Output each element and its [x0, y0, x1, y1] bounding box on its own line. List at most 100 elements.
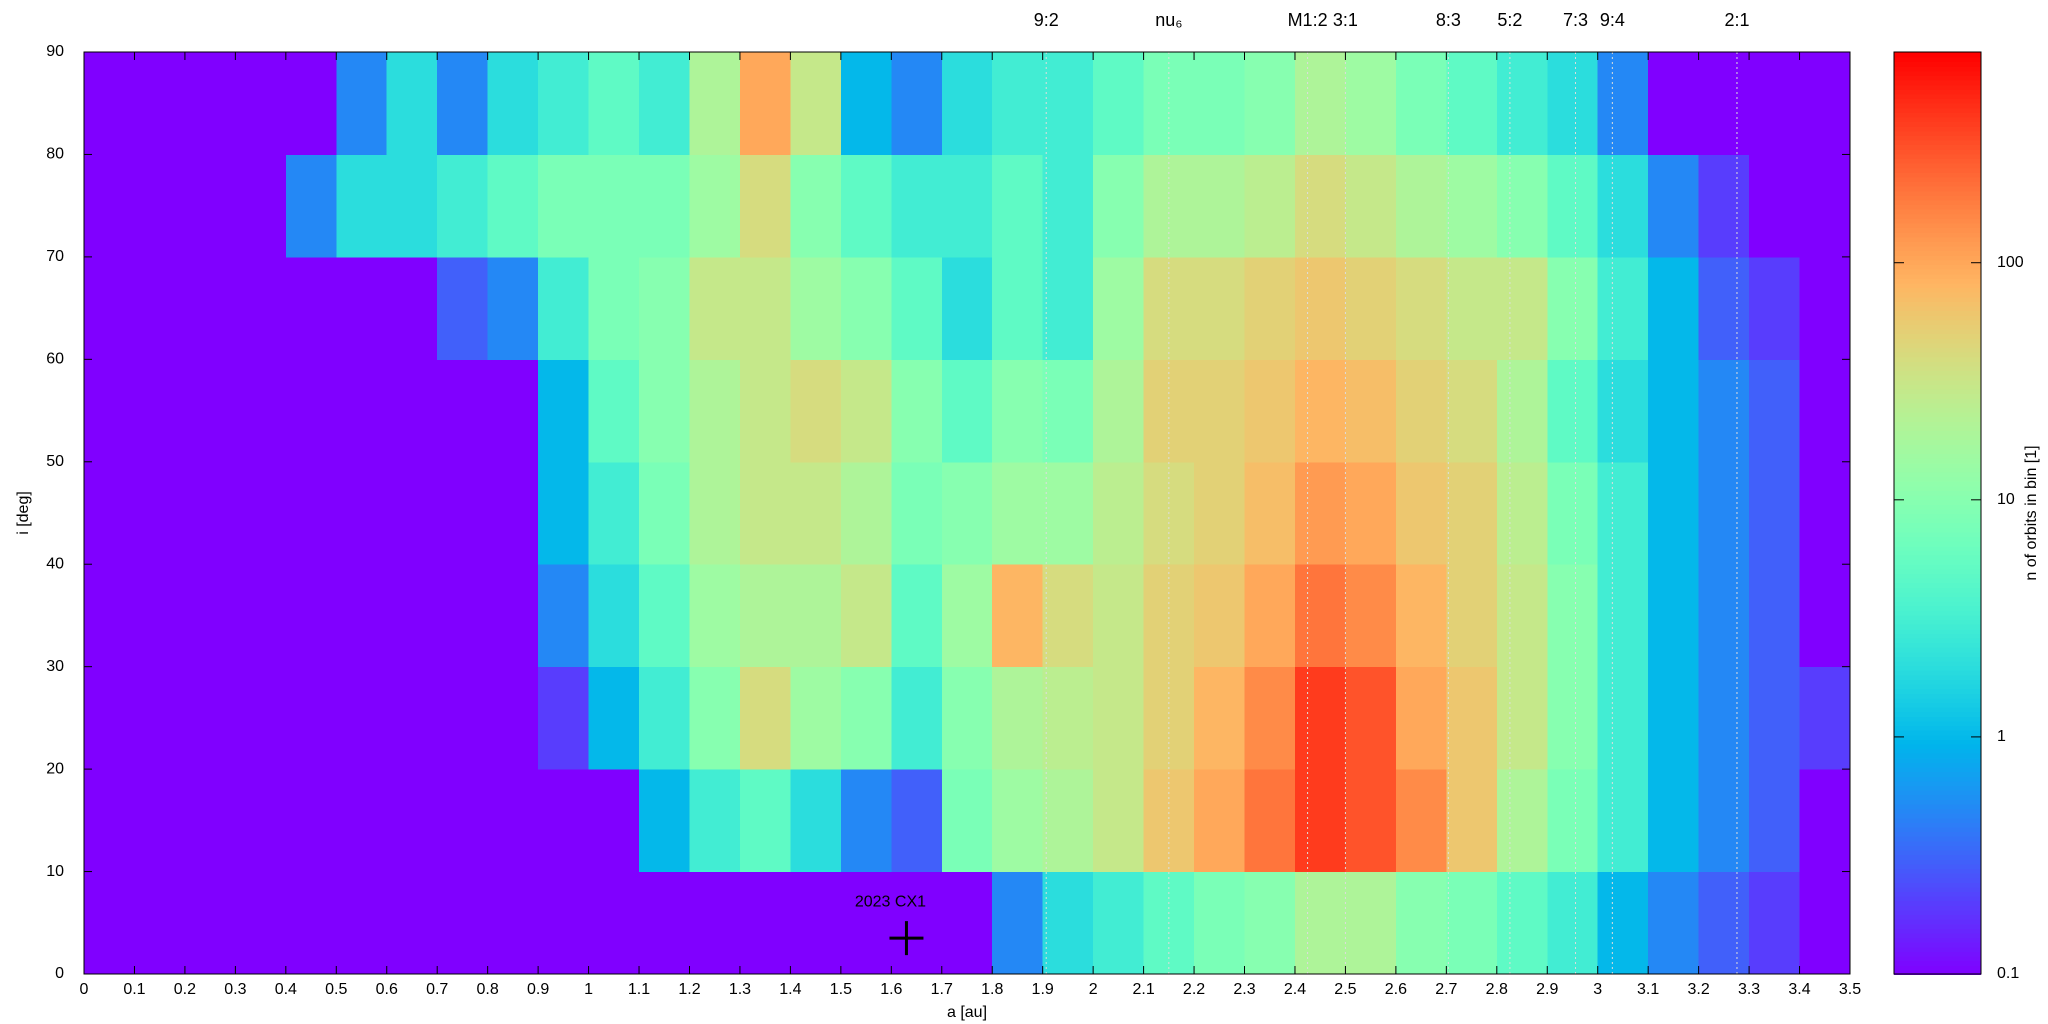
heat-cell	[134, 871, 186, 975]
x-tick-label: 0.6	[376, 981, 398, 998]
colorbar-step	[1894, 946, 1981, 952]
heat-cell	[1194, 154, 1246, 258]
colorbar-step	[1894, 111, 1981, 118]
heat-cell	[487, 666, 539, 770]
heat-cell	[739, 359, 791, 463]
heat-cell	[790, 871, 842, 975]
heat-cell	[235, 666, 287, 770]
x-tick-label: 0	[80, 981, 89, 998]
colorbar-step	[1894, 393, 1981, 399]
colorbar-step	[1894, 144, 1981, 150]
colorbar-step	[1894, 291, 1981, 298]
colorbar-step	[1894, 812, 1981, 819]
colorbar-step	[1894, 476, 1981, 482]
heat-cell	[941, 154, 993, 258]
colorbar-step	[1894, 254, 1981, 261]
colorbar-step	[1894, 642, 1981, 648]
heat-cell	[538, 359, 590, 463]
heat-cell	[285, 564, 337, 668]
heat-cell	[1042, 461, 1094, 565]
heat-cell	[134, 769, 186, 873]
heat-cell	[437, 666, 489, 770]
colorbar-step	[1894, 628, 1981, 634]
heat-cell	[1799, 154, 1851, 258]
resonance-label: 7:3	[1563, 10, 1588, 30]
heat-cell	[235, 871, 287, 975]
colorbar-step	[1894, 849, 1981, 856]
colorbar-step	[1894, 780, 1981, 786]
colorbar-step	[1894, 761, 1981, 768]
colorbar-step	[1894, 775, 1981, 782]
colorbar-step	[1894, 448, 1981, 455]
colorbar-step	[1894, 347, 1981, 353]
x-tick-label: 0.9	[527, 981, 549, 998]
heat-cell	[134, 666, 186, 770]
heat-cell	[1244, 52, 1296, 155]
x-tick-label: 2.4	[1284, 981, 1306, 998]
heat-cell	[840, 564, 892, 668]
heat-cell	[1698, 359, 1750, 463]
colorbar-step	[1894, 545, 1981, 551]
heat-cell	[487, 461, 539, 565]
colorbar-step	[1894, 697, 1981, 704]
colorbar-step	[1894, 715, 1981, 722]
colorbar-step	[1894, 563, 1981, 570]
colorbar-step	[1894, 134, 1981, 141]
colorbar-step	[1894, 227, 1981, 233]
colorbar-step	[1894, 508, 1981, 514]
x-tick-label: 3.3	[1738, 981, 1760, 998]
heat-cell	[891, 666, 943, 770]
colorbar-step	[1894, 337, 1981, 344]
heat-cell	[84, 359, 135, 463]
heat-cell	[840, 871, 892, 975]
colorbar-step	[1894, 877, 1981, 883]
heat-cell	[235, 154, 287, 258]
heat-cell	[1799, 769, 1851, 873]
y-tick-label: 60	[46, 351, 64, 368]
colorbar-step	[1894, 287, 1981, 293]
heat-cell	[639, 154, 690, 258]
resonance-label: 2:1	[1724, 10, 1749, 30]
heat-cell	[1093, 359, 1145, 463]
heat-cell	[790, 769, 842, 873]
heat-cell	[437, 256, 489, 360]
colorbar-step	[1894, 748, 1981, 754]
heat-cell	[1042, 871, 1094, 975]
heat-cell	[386, 871, 438, 975]
colorbar-step	[1894, 277, 1981, 284]
x-axis-label: a [au]	[947, 1004, 987, 1021]
heat-cell	[588, 52, 640, 155]
colorbar-step	[1894, 766, 1981, 773]
heat-cell	[739, 461, 791, 565]
x-tick-label: 3.1	[1637, 981, 1659, 998]
heat-cell	[84, 564, 135, 668]
colorbar-step	[1894, 70, 1981, 77]
colorbar-step	[1894, 835, 1981, 842]
heat-cell	[1496, 256, 1548, 360]
heat-cell	[1749, 461, 1801, 565]
heat-cell	[1597, 359, 1649, 463]
heat-cell	[1446, 769, 1498, 873]
colorbar-step	[1894, 678, 1981, 685]
colorbar-step	[1894, 485, 1981, 491]
heat-cell	[790, 256, 842, 360]
colorbar-step	[1894, 891, 1981, 897]
heat-cell	[437, 461, 489, 565]
heat-cell	[1244, 871, 1296, 975]
heat-cell	[84, 666, 135, 770]
heat-cell	[1194, 564, 1246, 668]
heat-cell	[689, 52, 741, 155]
colorbar-step	[1894, 914, 1981, 920]
heat-cell	[1244, 154, 1296, 258]
heat-cell	[437, 52, 489, 155]
colorbar-step	[1894, 609, 1981, 616]
colorbar-step	[1894, 268, 1981, 275]
colorbar-step	[1894, 683, 1981, 690]
colorbar-step	[1894, 950, 1981, 957]
heat-cell	[1093, 52, 1145, 155]
heat-cell	[437, 769, 489, 873]
heat-cell	[285, 154, 337, 258]
x-tick-label: 1.8	[981, 981, 1003, 998]
heat-cell	[840, 52, 892, 155]
colorbar-step	[1894, 840, 1981, 846]
